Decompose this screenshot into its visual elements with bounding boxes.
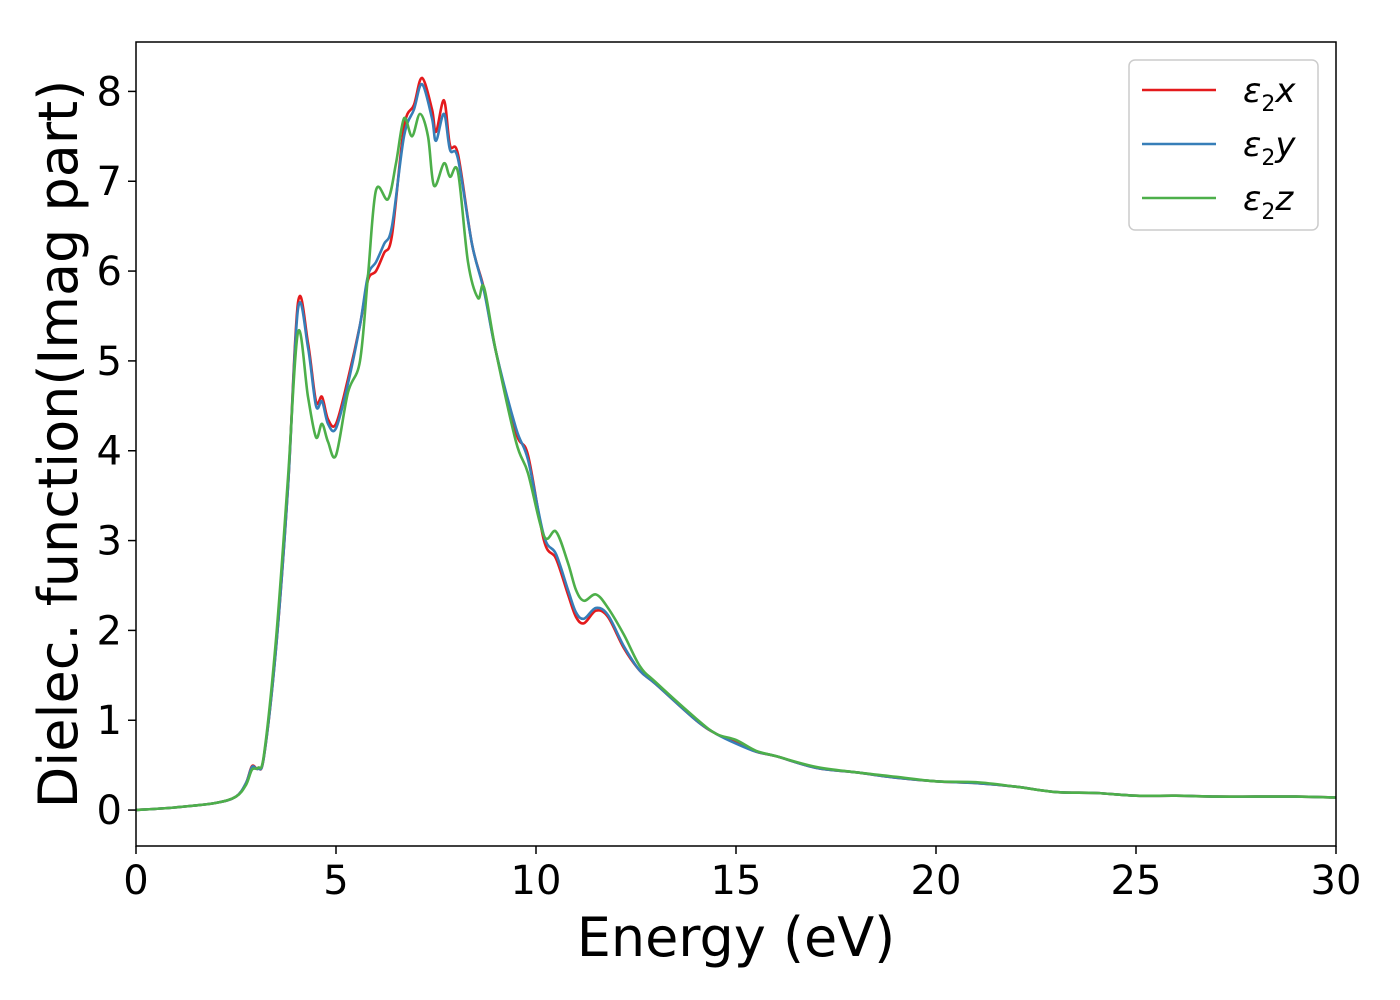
x-tick-label: 20: [911, 858, 962, 904]
legend-box: [1128, 59, 1319, 231]
y-tick-label: 4: [97, 429, 122, 475]
series-layer: [135, 76, 1337, 812]
y-tick-label: 5: [97, 339, 122, 385]
x-axis-label: Energy (eV): [577, 906, 896, 969]
y-tick-label: 6: [97, 249, 122, 295]
legend-label-y: ε2y: [1243, 125, 1296, 171]
y-tick-label: 1: [97, 698, 122, 744]
x-tick-label: 10: [511, 858, 562, 904]
legend: ε2x ε2y ε2z: [1128, 59, 1319, 231]
x-tick-label: 15: [711, 858, 762, 904]
y-tick-label: 2: [97, 608, 122, 654]
series-line-z: [135, 112, 1337, 812]
y-tick-label: 0: [97, 788, 122, 834]
x-axis-ticks: 0 5 10 15 20 25 30: [123, 846, 1361, 904]
x-tick-label: 5: [323, 858, 348, 904]
x-tick-label: 0: [123, 858, 148, 904]
y-tick-label: 8: [97, 69, 122, 115]
y-tick-label: 7: [97, 159, 122, 205]
y-axis-ticks: 0 1 2 3 4 5 6 7 8: [97, 69, 136, 834]
x-tick-label: 25: [1111, 858, 1162, 904]
y-tick-label: 3: [97, 519, 122, 565]
y-axis-label: Dielec. function(Imag part): [27, 80, 90, 809]
x-tick-label: 30: [1311, 858, 1362, 904]
legend-label-z: ε2z: [1243, 179, 1294, 225]
legend-label-x: ε2x: [1243, 71, 1296, 117]
